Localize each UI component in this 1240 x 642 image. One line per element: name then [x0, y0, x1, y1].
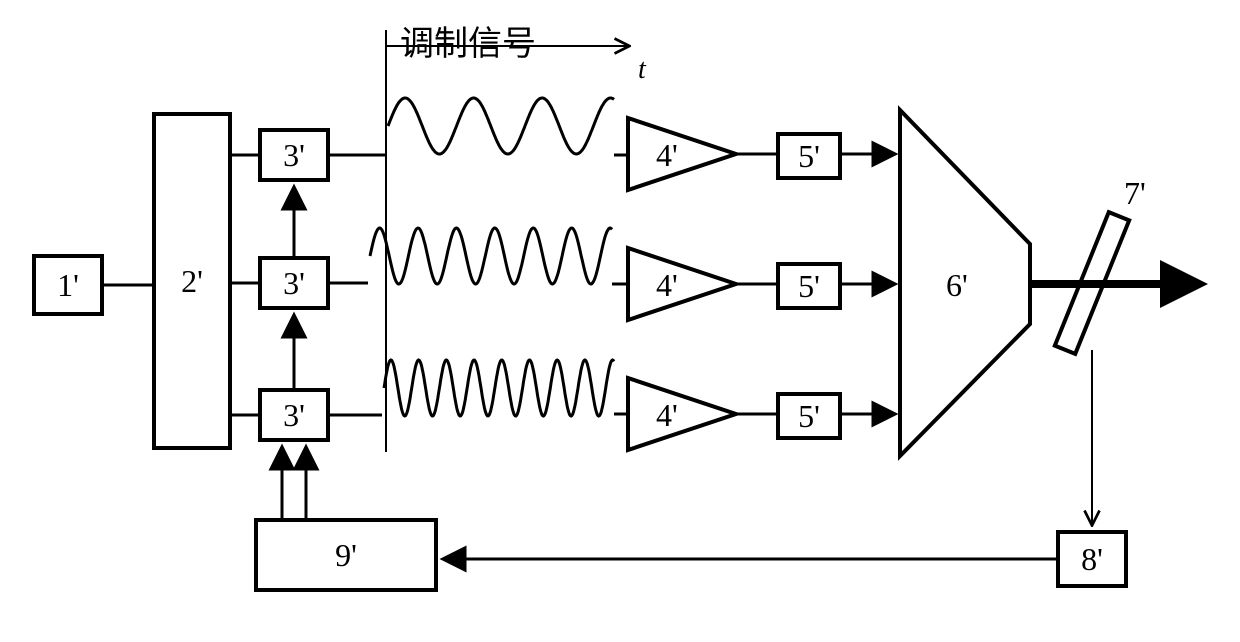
block-5-3-label: 5': [798, 398, 820, 435]
block-8-label: 8': [1081, 541, 1103, 578]
block-1-label: 1': [57, 267, 79, 304]
block-9: 9': [254, 518, 438, 592]
svg-text:4': 4': [656, 137, 678, 173]
modulator-1-label: 3': [283, 137, 305, 174]
amp-2: 4': [628, 248, 736, 320]
block-5-2: 5': [776, 262, 842, 310]
svg-text:4': 4': [656, 397, 678, 433]
block-8: 8': [1056, 530, 1128, 588]
svg-text:7': 7': [1124, 175, 1146, 211]
block-5-3: 5': [776, 392, 842, 440]
modulator-3-label: 3': [283, 397, 305, 434]
modulator-1: 3': [258, 128, 330, 182]
title-text: 调制信号: [400, 16, 536, 65]
amp-3: 4': [628, 378, 736, 450]
splitter-7: 7': [1055, 175, 1146, 354]
modulator-2: 3': [258, 256, 330, 310]
svg-text:4': 4': [656, 267, 678, 303]
block-2-label: 2': [181, 263, 203, 300]
block-5-1-label: 5': [798, 138, 820, 175]
block-5-2-label: 5': [798, 268, 820, 305]
axis-label-t: t: [638, 54, 646, 86]
combiner-6: 6': [900, 110, 1030, 456]
modulator-3: 3': [258, 388, 330, 442]
amp-1: 4': [628, 118, 736, 190]
modulator-2-label: 3': [283, 265, 305, 302]
block-1: 1': [32, 254, 104, 316]
block-5-1: 5': [776, 132, 842, 180]
block-2: 2': [152, 112, 232, 450]
block-9-label: 9': [335, 537, 357, 574]
svg-text:6': 6': [946, 267, 968, 303]
